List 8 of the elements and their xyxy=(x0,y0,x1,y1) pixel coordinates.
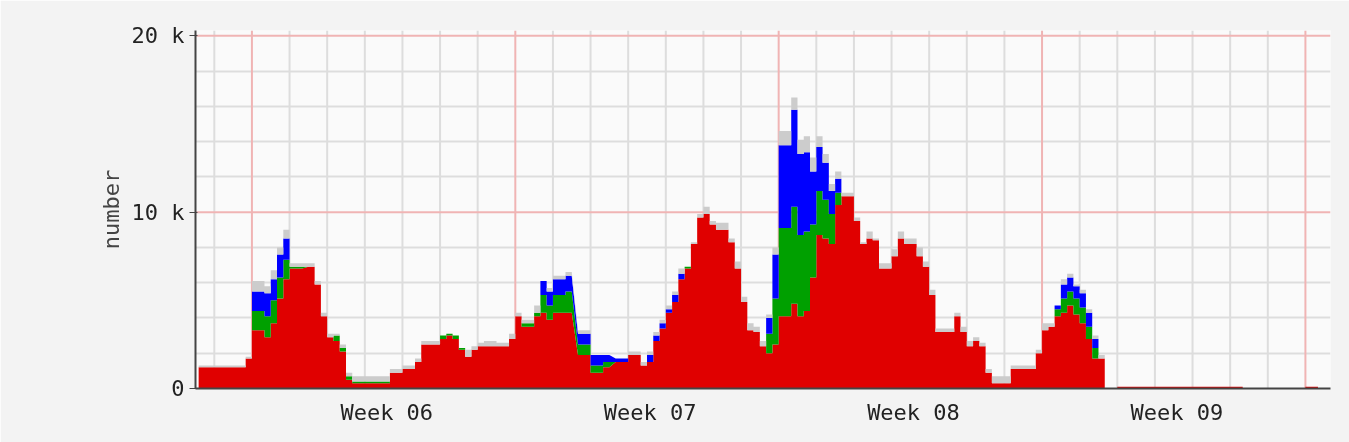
x-tick-label: Week 09 xyxy=(1130,399,1224,425)
x-tick-label: Week 06 xyxy=(340,399,434,425)
x-tick-label: Week 08 xyxy=(867,399,960,425)
y-tick-label: 20 k xyxy=(131,23,185,49)
y-tick-label: 10 k xyxy=(131,199,185,225)
y-tick-label: 0 xyxy=(171,376,185,401)
y-axis-title: number xyxy=(98,169,124,250)
x-tick-label: Week 07 xyxy=(603,399,697,425)
